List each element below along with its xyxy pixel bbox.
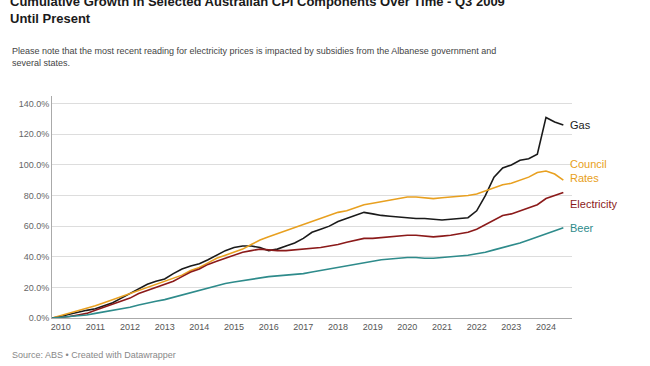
svg-text:Source: ABS • Created with Dat: Source: ABS • Created with Datawrapper: [12, 350, 176, 360]
svg-text:20.0%: 20.0%: [24, 283, 50, 293]
svg-text:120.0%: 120.0%: [19, 129, 50, 139]
svg-text:2022: 2022: [467, 322, 487, 332]
svg-text:2018: 2018: [328, 322, 348, 332]
svg-text:2020: 2020: [397, 322, 417, 332]
svg-text:2010: 2010: [51, 322, 71, 332]
svg-text:Gas: Gas: [570, 119, 591, 131]
svg-text:2013: 2013: [155, 322, 175, 332]
svg-text:2012: 2012: [120, 322, 140, 332]
svg-text:Please note that the most rece: Please note that the most recent reading…: [12, 46, 496, 68]
svg-text:100.0%: 100.0%: [19, 160, 50, 170]
svg-text:60.0%: 60.0%: [24, 221, 50, 231]
svg-text:CouncilRates: CouncilRates: [570, 158, 607, 184]
svg-text:2024: 2024: [536, 322, 556, 332]
svg-text:2021: 2021: [432, 322, 452, 332]
svg-text:2014: 2014: [189, 322, 209, 332]
svg-text:2011: 2011: [86, 322, 105, 332]
svg-text:Electricity: Electricity: [570, 198, 618, 210]
svg-text:2015: 2015: [224, 322, 244, 332]
svg-text:2023: 2023: [501, 322, 521, 332]
svg-text:140.0%: 140.0%: [19, 99, 50, 109]
svg-text:2017: 2017: [293, 322, 313, 332]
svg-text:80.0%: 80.0%: [24, 191, 50, 201]
svg-text:0.0%: 0.0%: [29, 313, 50, 323]
svg-text:40.0%: 40.0%: [24, 252, 50, 262]
svg-text:2016: 2016: [259, 322, 279, 332]
svg-text:Cumulative Growth In Selected: Cumulative Growth In Selected Australian…: [10, 0, 505, 26]
svg-text:Beer: Beer: [570, 222, 594, 234]
svg-text:2019: 2019: [363, 322, 383, 332]
